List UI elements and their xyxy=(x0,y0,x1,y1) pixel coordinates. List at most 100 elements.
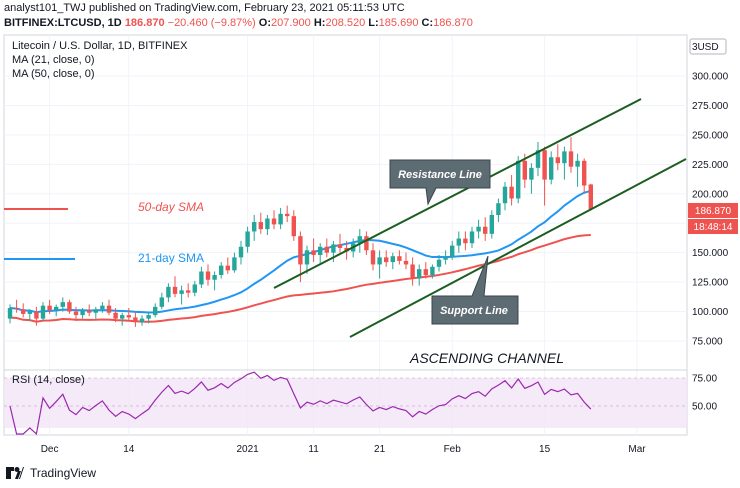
candles xyxy=(7,137,593,327)
ma21-legend: MA (21, close, 0) xyxy=(12,54,95,66)
candle-body xyxy=(126,315,131,318)
time-tick-label: Feb xyxy=(444,444,462,455)
candle-body xyxy=(27,311,32,314)
candle-body xyxy=(430,266,435,276)
time-tick-label: 2021 xyxy=(236,444,259,455)
time-tick-label: Dec xyxy=(41,444,59,455)
price-badge-text: 186.870 xyxy=(695,206,732,217)
support-line xyxy=(349,158,687,338)
candle-body xyxy=(423,269,428,276)
candle-body xyxy=(93,309,98,313)
footer-brand: TradingView xyxy=(30,466,97,480)
candle-body xyxy=(199,271,204,285)
candle-body xyxy=(285,213,290,217)
resistance-line xyxy=(273,98,642,289)
candle-body xyxy=(417,269,422,279)
countdown-badge-text: 18:48:14 xyxy=(694,222,733,233)
candle-body xyxy=(436,259,442,267)
candle-body xyxy=(582,160,587,186)
candle-body xyxy=(271,218,277,225)
candle-body xyxy=(390,256,395,263)
candle-body xyxy=(463,238,468,244)
time-tick-label: 21 xyxy=(374,444,386,455)
candle-body xyxy=(469,231,475,244)
candle-body xyxy=(311,250,316,256)
time-tick-label: 14 xyxy=(123,444,135,455)
candle-body xyxy=(410,264,415,279)
price-tick-label: 300.000 xyxy=(692,72,729,83)
candle-body xyxy=(106,305,112,313)
candle-body xyxy=(357,236,362,244)
candle-body xyxy=(502,186,508,204)
candle-body xyxy=(535,150,541,168)
candle-body xyxy=(483,226,488,234)
candle-body xyxy=(100,305,105,310)
channel-annotation: ASCENDING CHANNEL xyxy=(409,350,564,366)
rsi-axis: 75.00 50.00 xyxy=(4,374,717,413)
symbol-label: BITFINEX:LTCUSD, 1D xyxy=(4,17,122,29)
candle-body xyxy=(80,310,85,316)
open-key: O: xyxy=(258,17,272,29)
price-tick-label: 275.000 xyxy=(692,101,729,112)
candle-body xyxy=(278,213,283,225)
candle-body xyxy=(153,306,158,316)
high-key: H: xyxy=(313,17,326,29)
candle-body xyxy=(516,160,521,199)
resistance-callout-box xyxy=(389,159,491,206)
candle-body xyxy=(298,236,303,265)
price-tick-label: 125.000 xyxy=(692,278,729,289)
candle-body xyxy=(252,222,257,232)
open-value: 207.900 xyxy=(271,17,311,29)
symbol-line: BITFINEX:LTCUSD, 1D 186.870 −20.460 (−9.… xyxy=(4,17,473,29)
time-axis[interactable]: Dec 14 2021 11 21 Feb 15 Mar xyxy=(41,444,647,455)
candle-body xyxy=(450,245,455,258)
candle-body xyxy=(139,318,145,323)
candle-body xyxy=(476,226,481,232)
support-callout-box xyxy=(431,255,519,325)
support-callout: Support Line xyxy=(431,255,519,325)
candle-body xyxy=(331,244,336,253)
low-value: 185.690 xyxy=(378,17,419,29)
candle-body xyxy=(179,290,184,294)
price-tick-label: 225.000 xyxy=(692,160,729,171)
price-tick-label: 75.000 xyxy=(692,337,723,348)
candle-body xyxy=(397,256,402,261)
candle-body xyxy=(555,157,560,164)
sma50-annotation: 50-day SMA xyxy=(138,200,204,214)
candle-body xyxy=(146,315,151,319)
candle-body xyxy=(588,184,593,210)
candle-body xyxy=(113,312,118,319)
candle-body xyxy=(403,260,409,265)
footer: TradingView xyxy=(6,466,96,480)
candle-body xyxy=(166,286,171,298)
rsi-polyline xyxy=(9,371,592,436)
candle-body xyxy=(159,297,164,307)
time-tick-label: 11 xyxy=(308,444,319,455)
candle-body xyxy=(40,305,46,319)
price-badge xyxy=(688,203,738,218)
candle-body xyxy=(562,151,567,164)
candle-body xyxy=(324,246,329,253)
change-label: −20.460 (−9.87%) xyxy=(167,17,256,29)
currency-box[interactable] xyxy=(689,38,727,55)
candle-body xyxy=(575,160,580,167)
candle-body xyxy=(337,244,343,248)
candle-body xyxy=(60,302,65,307)
candle-body xyxy=(186,290,191,293)
ma50-legend: MA (50, close, 0) xyxy=(12,68,95,80)
candle-body xyxy=(265,218,270,230)
close-value: 186.870 xyxy=(433,17,473,29)
candle-body xyxy=(549,157,554,180)
ma50-line xyxy=(9,234,591,323)
candle-body xyxy=(133,317,138,323)
candle-body xyxy=(14,308,19,310)
price-tick-label: 250.000 xyxy=(692,130,729,141)
currency-prefix: 3 xyxy=(692,42,698,53)
currency-label: USD xyxy=(697,42,718,53)
candle-body xyxy=(205,271,211,280)
countdown-badge xyxy=(688,219,738,234)
tradingview-logo-icon xyxy=(6,467,24,479)
candle-body xyxy=(219,265,224,276)
grid xyxy=(4,35,687,435)
